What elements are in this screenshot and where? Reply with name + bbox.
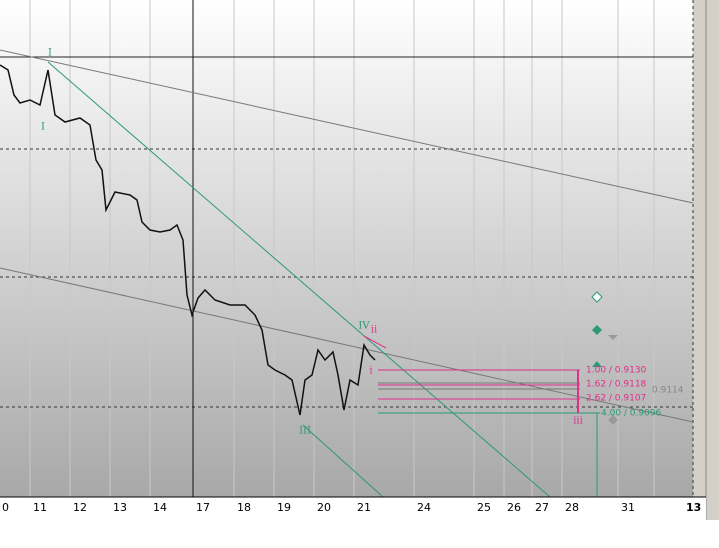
x-label: 0	[2, 501, 9, 514]
price-bars	[0, 64, 376, 416]
wave-label: I	[48, 48, 52, 59]
marker	[592, 325, 602, 335]
x-axis: 0 11 12 13 14 17 18 19 20 21 24 25 26 27…	[2, 501, 701, 514]
wave-labels: I I III IV i ii iii	[41, 48, 583, 437]
x-label: 13	[113, 501, 127, 514]
channel-line	[302, 424, 384, 498]
wave-label: i	[369, 366, 372, 377]
marker	[608, 335, 618, 340]
x-label: 20	[317, 501, 331, 514]
wave-label: IV	[358, 321, 370, 332]
fib-label: 4.00 / 0.9096	[601, 409, 662, 419]
x-label: 25	[477, 501, 491, 514]
trendline	[0, 49, 694, 204]
x-label: 18	[237, 501, 251, 514]
x-label: 31	[621, 501, 635, 514]
x-label: 21	[357, 501, 371, 514]
fib-labels: 1.00 / 0.9130 1.62 / 0.9118 0.9114 2.62 …	[586, 366, 684, 419]
marker	[591, 291, 603, 303]
marker	[592, 361, 602, 367]
x-label: 27	[535, 501, 549, 514]
x-label: 19	[277, 501, 291, 514]
x-label: 14	[153, 501, 167, 514]
wave-label: III	[299, 426, 311, 437]
fib-label: 2.62 / 0.9107	[586, 394, 646, 404]
x-label: 12	[73, 501, 87, 514]
x-axis-bar	[0, 497, 706, 520]
wave-line	[363, 335, 387, 349]
wave-label: I	[41, 122, 45, 133]
x-label: 13	[686, 501, 701, 514]
fib-label: 0.9114	[652, 386, 684, 396]
fib-label: 1.00 / 0.9130	[586, 366, 647, 376]
fib-label: 1.62 / 0.9118	[586, 380, 647, 390]
channel-line	[47, 61, 551, 498]
x-label: 11	[33, 501, 47, 514]
wave-label: iii	[573, 416, 583, 427]
x-label: 17	[196, 501, 210, 514]
x-label: 28	[565, 501, 579, 514]
x-label: 24	[417, 501, 431, 514]
x-label: 26	[507, 501, 521, 514]
plot-bg	[0, 0, 693, 497]
fib-lines	[378, 369, 600, 497]
marker	[608, 415, 618, 425]
wave-label: ii	[371, 325, 377, 336]
